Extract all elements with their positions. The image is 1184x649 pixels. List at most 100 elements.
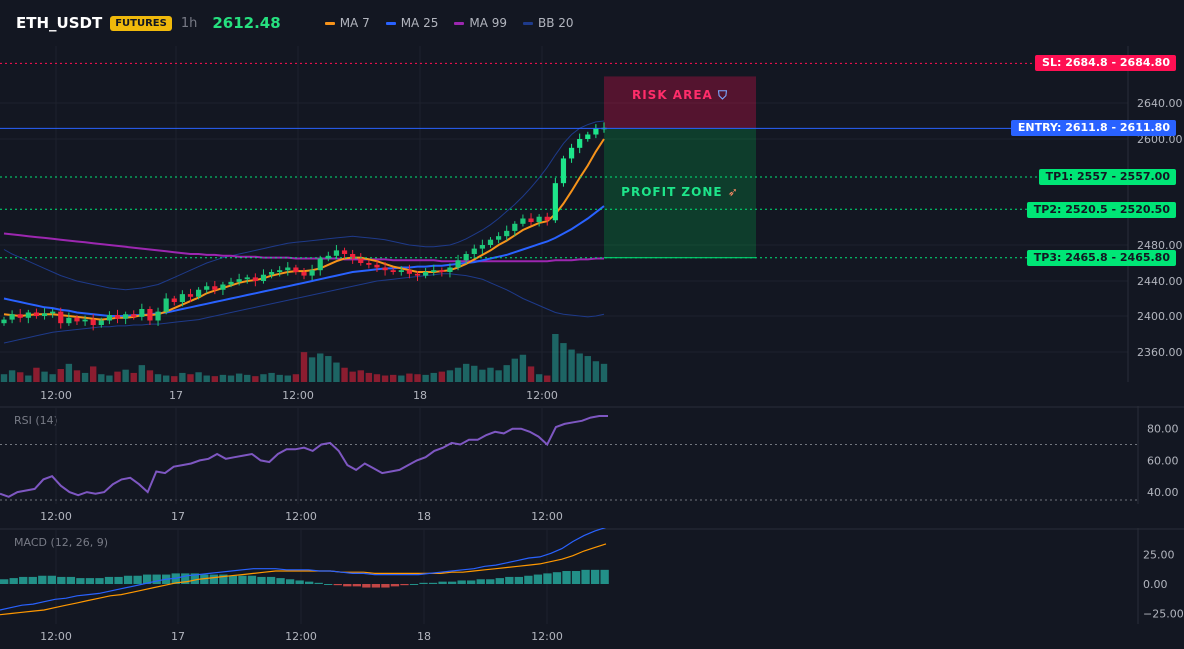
candle-body [560,158,567,184]
volume-bar [341,367,348,382]
macd-hist-bar [0,579,9,584]
profit-zone [604,128,756,258]
market-badge: FUTURES [110,15,172,31]
volume-bar [235,373,243,382]
bollinger-bands [3,120,605,344]
candle-body [293,267,299,272]
legend-bb20[interactable]: BB 20 [523,16,574,30]
timeframe-selector[interactable]: 1h [180,15,198,31]
candle-body [495,236,502,240]
candle-body [309,270,315,276]
candle-body [82,319,88,322]
time-tick-label: 12:00 [282,389,314,402]
candle-body [260,274,267,281]
macd-hist-bar [95,578,104,584]
tp2-price-tag[interactable]: TP2: 2520.5 - 2520.50 [1026,202,1176,218]
candle-body [163,298,169,312]
risk-area-text: RISK AREA [631,88,713,102]
macd-hist-bar [181,573,190,584]
candle-body [74,317,80,322]
volume-bar [584,356,591,382]
rsi-axis[interactable]: 80.00 60.00 40.00 [1147,423,1179,499]
candle-body [90,319,96,325]
chart-header: ETH_USDT FUTURES 1h 2612.48 MA 7 MA 25 M… [0,0,1184,46]
macd-hist-bar [133,575,142,584]
macd-hist-bar [238,575,247,584]
volume-bar [519,354,527,382]
rsi-line [0,415,608,498]
volume-bar [106,375,113,382]
tp2-price-text: 2520.50 [1119,203,1170,216]
candle-body [471,248,477,254]
symbol-name[interactable]: ETH_USDT [16,14,103,32]
volume-bar [227,375,235,382]
macd-hist-bar [390,584,400,587]
time-tick-label: 17 [169,389,183,402]
candle-body [179,294,185,302]
legend-ma7[interactable]: MA 7 [324,16,370,30]
profit-zone-text: PROFIT ZONE [621,185,723,199]
volume-bar [527,366,535,382]
volume-bar [389,374,397,382]
volume-bar [146,370,154,382]
price-grid [0,46,1128,382]
macd-time-tick: 17 [171,630,185,643]
macd-hist-bar [600,569,609,584]
trade-level-lines [0,62,1128,259]
volume-bar [479,369,486,382]
volume-bar [244,374,251,382]
candle-body [568,147,575,159]
volume-bar [446,370,454,382]
rsi-pane[interactable]: 80.00 60.00 40.00 12:00 17 12:00 18 12:00 [0,406,1184,528]
volume-bar [381,375,389,382]
macd-hist-bar [447,581,457,584]
tp1-price-tag[interactable]: TP1: 2557 - 2557.00 [1038,169,1176,185]
time-axis[interactable]: 12:00 17 12:00 18 12:00 [40,389,558,402]
candle-body [585,134,591,139]
macd-hist-bar [562,571,571,584]
price-axis[interactable]: 2640.00 2600.00 2480.00 2440.00 2400.00 2360.… [1137,97,1183,359]
volume-bar [568,349,575,382]
rsi-tick-label: 80.00 [1147,423,1179,436]
macd-hist-bar [371,584,381,588]
tp3-price-tag[interactable]: TP3: 2465.8 - 2465.80 [1026,250,1176,266]
volume-bars [0,334,608,382]
legend-ma99[interactable]: MA 99 [454,16,507,30]
macd-hist-bar [66,576,76,584]
volume-bar [187,374,194,382]
candle-body [504,230,510,237]
volume-bar [430,372,437,382]
volume-bar [357,370,364,382]
legend-ma25[interactable]: MA 25 [385,16,438,30]
macd-axis[interactable]: 25.00 0.00 −25.00 [1143,549,1184,621]
macd-hist-bar [457,580,466,584]
sl-price-tag[interactable]: SL: 2684.8 - 2684.80 [1035,55,1176,71]
volume-bar [406,373,413,382]
volume-bar [535,374,543,382]
volume-bar [0,374,8,382]
candle-body [9,314,15,320]
volume-bar [300,352,308,382]
bb20-label: BB 20 [538,16,574,30]
candle-body [285,267,291,271]
price-chart-pane[interactable]: 2640.00 2600.00 2480.00 2440.00 2400.00 2360.… [0,46,1184,406]
time-tick-label: 12:00 [526,389,558,402]
volume-bar [373,374,381,382]
macd-pane[interactable]: 25.00 0.00 −25.00 12:00 17 12:00 18 12:00 [0,528,1184,649]
volume-bar [422,374,429,382]
macd-hist-bar [123,575,133,584]
macd-hist-bar [76,578,85,584]
macd-hist-bar [209,574,219,584]
rsi-time-tick: 12:00 [40,510,72,523]
macd-hist-bar [428,582,438,584]
macd-hist-bar [486,579,495,584]
macd-tick-label: 0.00 [1143,578,1168,591]
volume-bar [41,371,48,382]
price-tick-label: 2480.00 [1137,239,1183,252]
volume-bar [57,369,64,382]
volume-bar [398,375,405,382]
shield-icon: ⛉ [718,88,729,102]
entry-price-tag[interactable]: ENTRY: 2611.8 - 2611.80 [1010,120,1176,136]
candle-body [406,270,413,274]
tp1-tag-text: TP1: 2557 [1045,170,1108,183]
